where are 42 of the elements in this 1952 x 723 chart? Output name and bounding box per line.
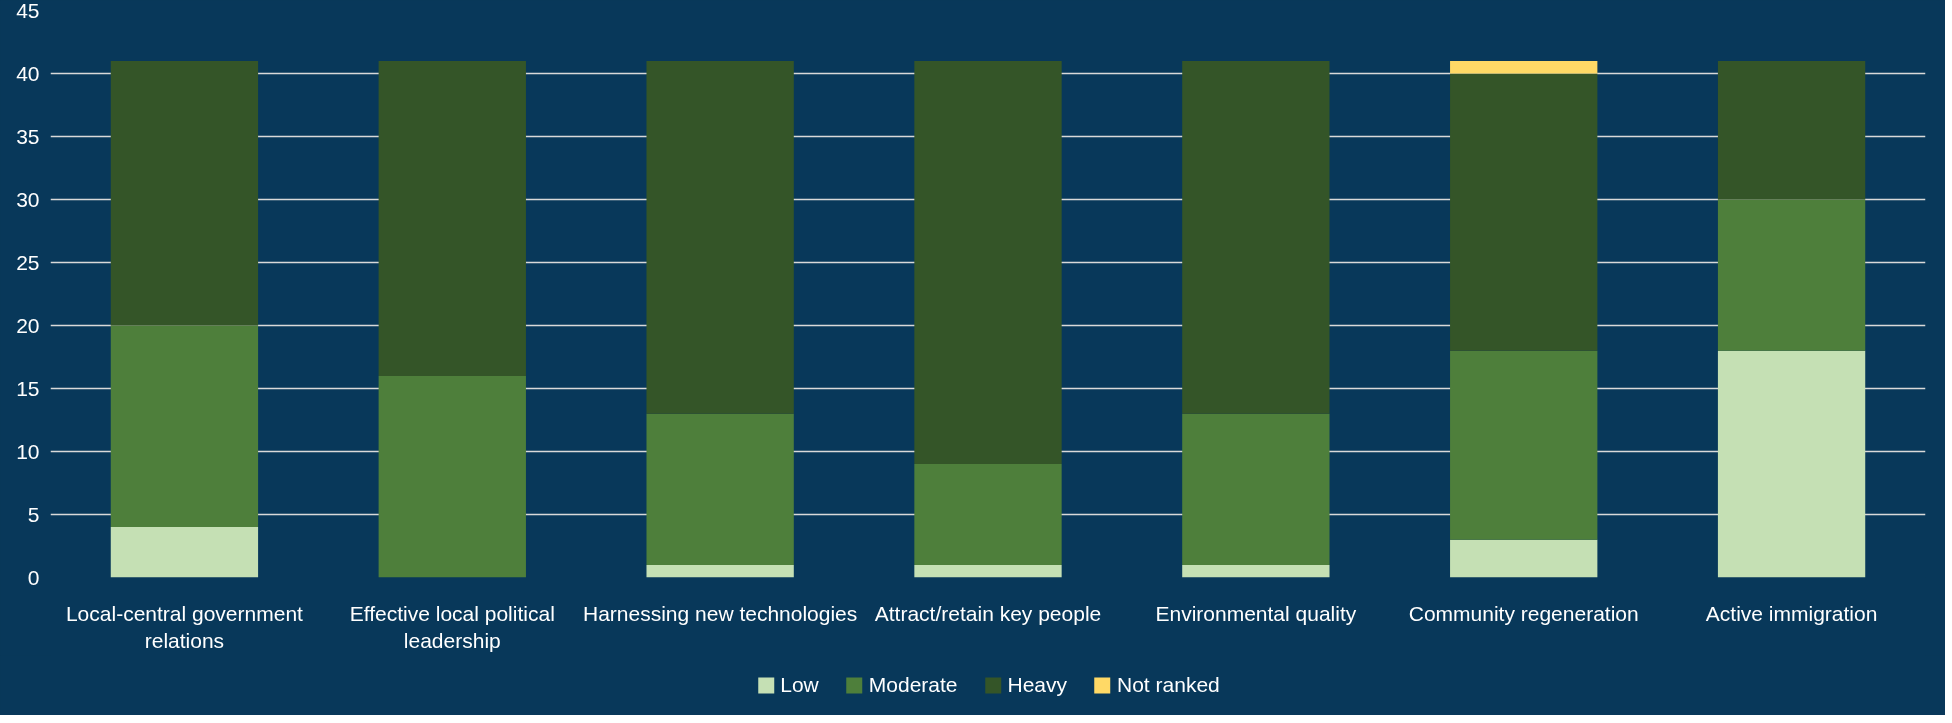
x-tick-label: Environmental quality <box>1155 601 1357 625</box>
y-tick-label: 15 <box>16 376 40 400</box>
bar <box>646 413 794 565</box>
bar <box>1182 60 1330 414</box>
bar <box>914 60 1062 465</box>
y-tick-label: 35 <box>16 124 40 148</box>
bar <box>378 60 526 376</box>
y-tick-label: 25 <box>16 250 40 274</box>
bar <box>378 375 526 578</box>
bar <box>646 564 794 578</box>
legend-label: Heavy <box>1007 673 1068 697</box>
y-tick-label: 10 <box>16 439 40 463</box>
y-tick-label: 30 <box>16 187 40 211</box>
legend-label: Not ranked <box>1117 673 1220 697</box>
y-tick-label: 45 <box>16 0 40 22</box>
bar <box>1450 73 1598 351</box>
bar <box>914 464 1062 565</box>
x-tick-label: Active immigration <box>1705 601 1878 625</box>
legend-label: Moderate <box>868 673 958 697</box>
bar <box>110 325 259 528</box>
bar <box>110 527 259 578</box>
bar <box>1717 350 1866 578</box>
x-tick-label: Local-central government relations <box>65 601 304 653</box>
bar <box>646 60 794 414</box>
bar <box>110 60 259 326</box>
bar <box>1182 564 1330 578</box>
x-tick-label: Harnessing new technologies <box>582 601 858 625</box>
bar <box>1182 413 1330 565</box>
y-tick-label: 5 <box>27 502 40 526</box>
y-tick-label: 20 <box>16 313 40 337</box>
bar <box>1450 350 1598 540</box>
y-tick-label: 0 <box>27 565 40 589</box>
bar <box>914 564 1062 578</box>
y-tick-label: 40 <box>16 61 40 85</box>
bar <box>1717 60 1866 200</box>
bar <box>1717 199 1866 351</box>
x-tick-label: Attract/retain key people <box>874 601 1102 625</box>
bar <box>1450 539 1598 578</box>
x-tick-label: Effective local political leadership <box>349 601 555 653</box>
x-tick-label: Community regeneration <box>1408 601 1639 625</box>
legend-label: Low <box>780 673 819 697</box>
bar <box>1450 60 1598 74</box>
